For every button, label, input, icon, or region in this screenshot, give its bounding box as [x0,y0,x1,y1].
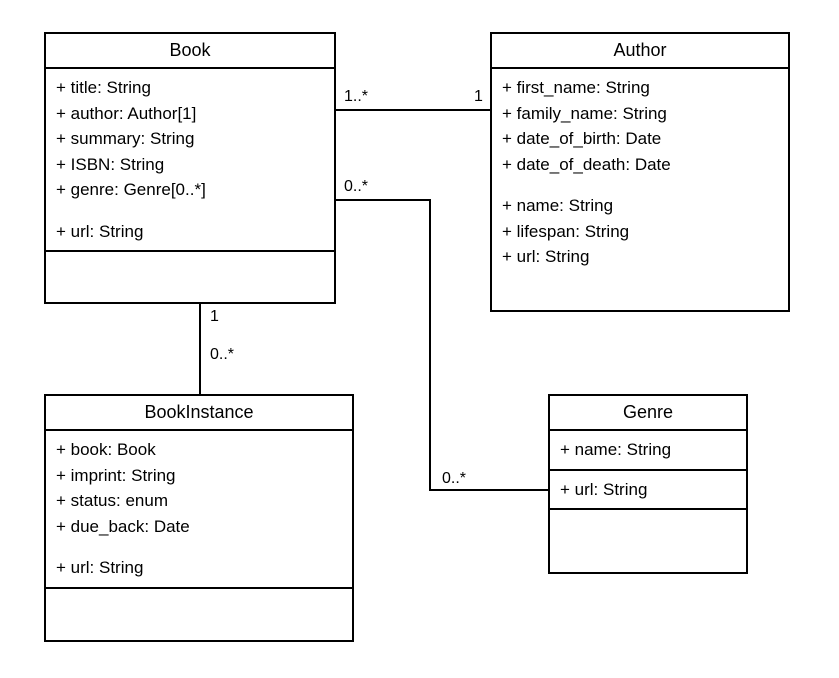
attr: + url: String [56,555,342,581]
attr: + status: enum [56,488,342,514]
attr: + date_of_birth: Date [502,126,778,152]
class-genre: Genre + name: String + url: String [548,394,748,574]
class-bookinstance: BookInstance + book: Book + imprint: Str… [44,394,354,642]
attr: + genre: Genre[0..*] [56,177,324,203]
edge-label: 1 [208,308,221,326]
attr: + summary: String [56,126,324,152]
attr: + url: String [56,219,324,245]
edge-label: 0..* [208,346,236,364]
class-bookinstance-ops [46,589,352,617]
edge-label: 0..* [342,178,370,196]
class-author: Author + first_name: String + family_nam… [490,32,790,312]
uml-canvas: Book + title: String + author: Author[1]… [0,0,839,678]
edge-label: 0..* [440,470,468,488]
class-genre-attrs2: + url: String [550,471,746,511]
attr: + due_back: Date [56,514,342,540]
attr: + first_name: String [502,75,778,101]
spacer [56,203,324,219]
attr: + family_name: String [502,101,778,127]
attr: + name: String [560,437,736,463]
class-book-title: Book [46,34,334,69]
attr: + name: String [502,193,778,219]
spacer [56,539,342,555]
class-genre-attrs1: + name: String [550,431,746,471]
attr: + title: String [56,75,324,101]
attr: + date_of_death: Date [502,152,778,178]
class-genre-ops [550,510,746,538]
edge-label: 1 [472,88,485,106]
class-genre-title: Genre [550,396,746,431]
attr: + author: Author[1] [56,101,324,127]
attr: + book: Book [56,437,342,463]
class-book-attrs: + title: String + author: Author[1] + su… [46,69,334,252]
attr: + imprint: String [56,463,342,489]
class-book: Book + title: String + author: Author[1]… [44,32,336,304]
attr: + ISBN: String [56,152,324,178]
class-bookinstance-attrs: + book: Book + imprint: String + status:… [46,431,352,589]
spacer [502,177,778,193]
class-author-title: Author [492,34,788,69]
attr: + lifespan: String [502,219,778,245]
class-bookinstance-title: BookInstance [46,396,352,431]
class-author-attrs: + first_name: String + family_name: Stri… [492,69,788,276]
attr: + url: String [502,244,778,270]
class-book-ops [46,252,334,280]
attr: + url: String [560,477,736,503]
edge-label: 1..* [342,88,370,106]
